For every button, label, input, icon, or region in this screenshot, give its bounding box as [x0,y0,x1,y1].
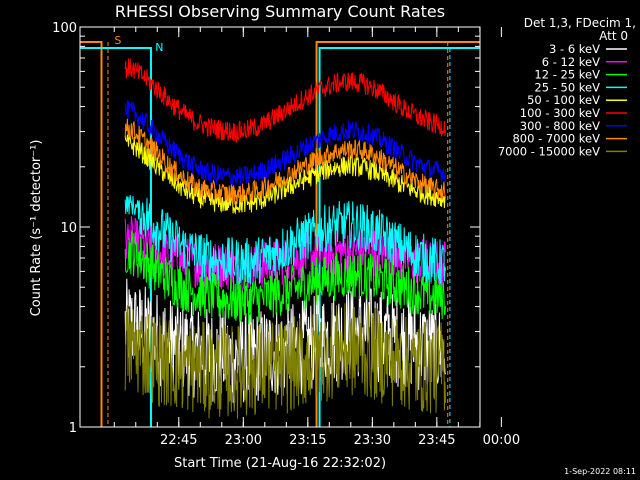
x-tick-label: 23:30 [354,433,391,448]
legend-header-line2: Att 0 [599,29,628,43]
y-tick-label: 100 [52,21,77,36]
x-tick-label: 00:00 [483,433,520,448]
series-line-300-800-kev [124,100,446,187]
series-line-800-7000-kev [124,118,446,205]
x-tick-label: 23:00 [225,433,262,448]
y-tick-label: 10 [60,221,77,236]
x-tick-label: 23:15 [289,433,326,448]
legend-label-7000-15000-kev: 7000 - 15000 keV [498,144,600,158]
legend-label-6-12-kev: 6 - 12 keV [542,55,600,69]
series-line-12-25-kev [124,230,446,325]
y-tick-label: 1 [69,421,77,436]
series-line-100-300-kev [124,58,446,144]
x-tick-label: 23:45 [418,433,455,448]
series-layer [124,58,446,419]
legend-label-3-6-kev: 3 - 6 keV [549,42,600,56]
x-axis-label: Start Time (21-Aug-16 22:32:02) [174,456,386,471]
legend-label-50-100-kev: 50 - 100 keV [527,93,600,107]
y-axis-label: Count Rate (s⁻¹ detector⁻¹) [29,140,44,317]
legend-label-800-7000-kev: 800 - 7000 keV [512,132,600,146]
chart-title: RHESSI Observing Summary Count Rates [115,2,445,21]
footer-date: 1-Sep-2022 08:11 [564,467,636,476]
series-line-7000-15000-kev [124,303,446,419]
x-tick-label: 22:45 [160,433,197,448]
saa-flag-line [80,41,103,427]
night-flag-label: N [155,41,163,54]
observing-flags: SN [80,34,480,427]
legend-header-line1: Det 1,3, FDecim 1, [524,16,636,30]
saa-flag-label: S [114,34,121,47]
series-line-50-100-kev [124,134,446,215]
series-line-25-50-kev [124,195,446,286]
axes-layer: 1 10 100 22:45 23:00 23:15 23:30 23:45 00:00 [52,21,520,448]
legend-label-25-50-kev: 25 - 50 keV [534,80,600,94]
legend-label-12-25-kev: 12 - 25 keV [534,68,600,82]
legend-label-300-800-kev: 300 - 800 keV [520,119,600,133]
legend-label-100-300-kev: 100 - 300 keV [520,106,600,120]
